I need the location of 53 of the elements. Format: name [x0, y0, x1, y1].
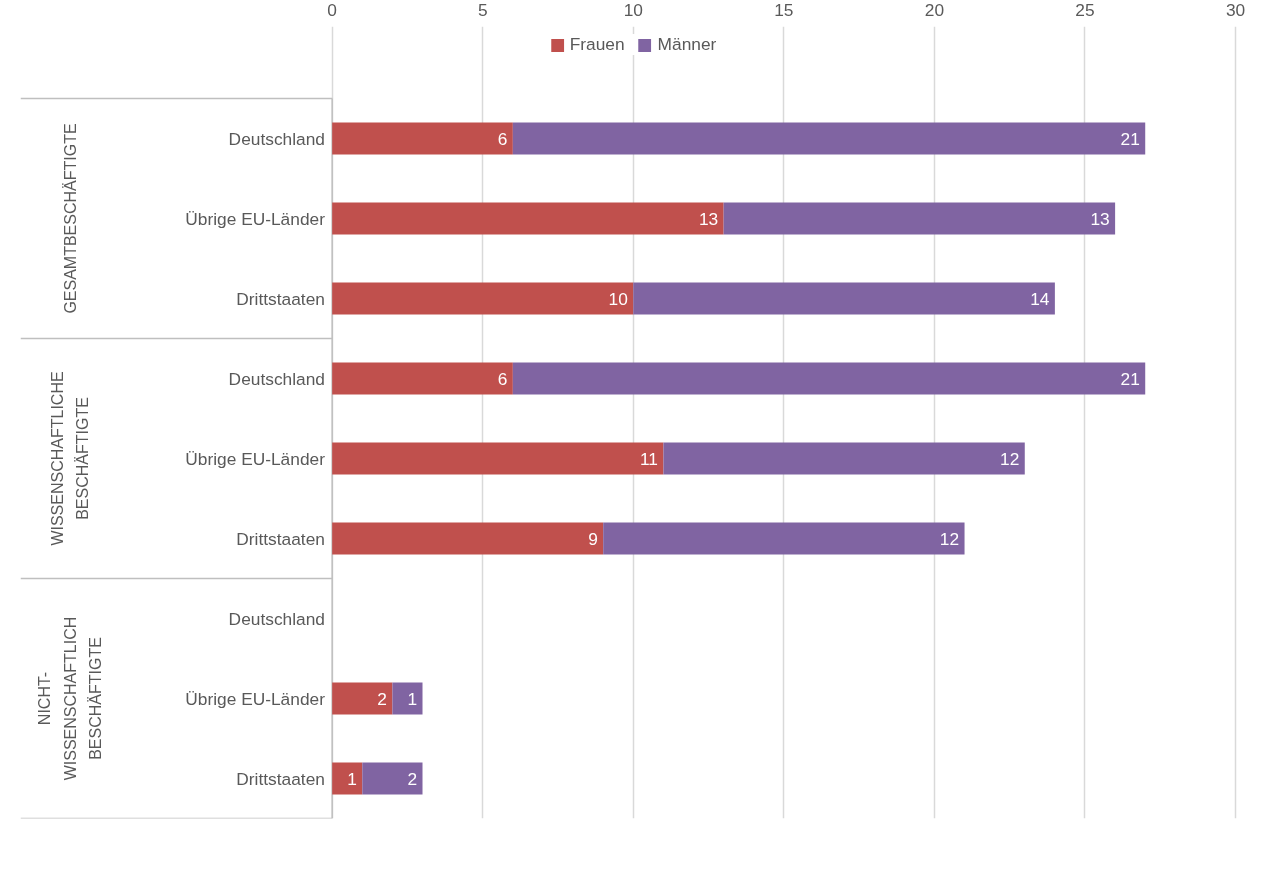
bar: [723, 202, 1116, 235]
data-label: 1: [407, 688, 418, 709]
data-label: 14: [1030, 288, 1050, 309]
data-label: 12: [1000, 448, 1020, 469]
data-label: 10: [608, 288, 628, 309]
y-tick-label: Deutschland: [228, 608, 325, 629]
y-tick-label: Drittstaaten: [236, 768, 325, 789]
bar: [603, 522, 965, 555]
data-label: 21: [1120, 368, 1140, 389]
y-tick-label: Übrige EU-Länder: [185, 208, 326, 229]
data-label: 6: [497, 128, 508, 149]
data-label: 12: [939, 528, 960, 549]
y-tick-label: Übrige EU-Länder: [185, 448, 326, 469]
x-tick-label: 25: [1075, 0, 1095, 20]
y-tick-label: Deutschland: [228, 368, 325, 389]
text: WISSENSCHAFTLICHE BESCHÄFTIGTE: [49, 371, 92, 546]
bar: [332, 362, 513, 395]
data-label: 6: [497, 368, 508, 389]
x-tick-label: 20: [924, 0, 945, 20]
bar: [633, 282, 1055, 315]
x-tick-label: 30: [1225, 0, 1246, 20]
data-label: 21: [1120, 128, 1140, 149]
text: NICHT- WISSENSCHAFTLICH BESCHÄFTIGTE: [36, 616, 104, 781]
x-tick-label: 0: [327, 0, 337, 20]
x-tick-label: 10: [623, 0, 643, 20]
y-tick-label: Deutschland: [228, 128, 325, 149]
bar: [332, 202, 724, 235]
y-tick-label: Drittstaaten: [236, 288, 325, 309]
bar: [332, 762, 363, 795]
data-label: 11: [640, 448, 659, 469]
bar: [332, 682, 393, 715]
bar: [332, 122, 513, 155]
legend-label: Männer: [657, 34, 717, 55]
data-label: 9: [588, 528, 598, 549]
bar: [392, 682, 423, 715]
y-tick-label: Drittstaaten: [236, 528, 325, 549]
text: GESAMTBESCHÄFTIGTE: [61, 123, 79, 314]
data-label: 2: [377, 688, 387, 709]
legend-label: Frauen: [569, 34, 625, 55]
x-tick-label: 15: [774, 0, 794, 20]
bar: [332, 522, 604, 555]
bar: [332, 442, 664, 475]
data-label: 13: [1090, 208, 1110, 229]
data-label: 2: [407, 768, 418, 789]
bar: [663, 442, 1025, 475]
bar: [332, 282, 634, 315]
bar: [362, 762, 423, 795]
data-label: 1: [347, 768, 357, 789]
y-tick-label: Übrige EU-Länder: [185, 688, 326, 709]
data-label: 13: [698, 208, 719, 229]
x-tick-label: 5: [477, 0, 488, 20]
bar: [512, 122, 1146, 155]
bar: [512, 362, 1146, 395]
